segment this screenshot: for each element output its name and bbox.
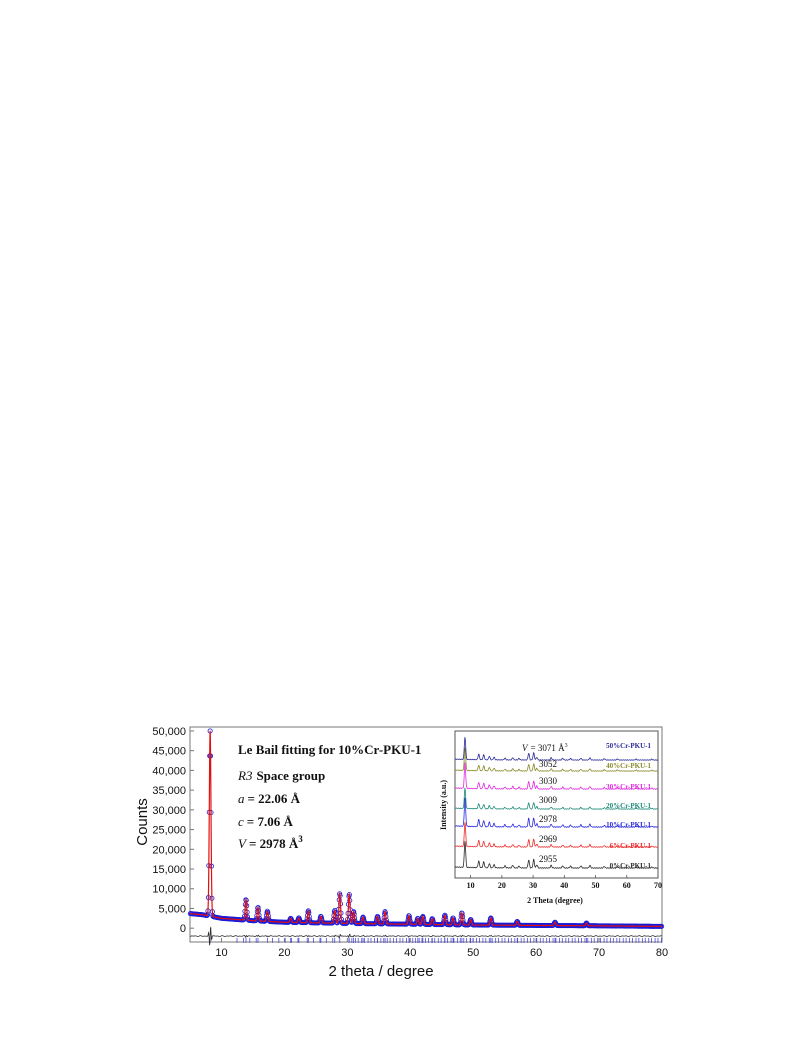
inset-series-name: 20%Cr-PKU-1 — [606, 802, 651, 810]
inset-series-name: 10%Cr-PKU-1 — [606, 821, 651, 829]
inset-pattern-40%Cr-PKU-1 — [454, 747, 659, 772]
inset-volume-label: 3009 — [539, 795, 558, 805]
main-x-tick-label: 10 — [215, 947, 227, 959]
main-y-tick-label: 0 — [180, 923, 186, 935]
annotation-title: Le Bail fitting for 10%Cr-PKU-1 — [238, 742, 421, 757]
main-y-tick-label: 45,000 — [152, 746, 186, 758]
inset-patterns — [454, 736, 659, 869]
main-y-tick-label: 15,000 — [152, 864, 186, 876]
inset-pattern-6%Cr-PKU-1 — [454, 821, 659, 848]
main-x-tick-label: 20 — [278, 947, 290, 959]
inset-series-labels: 0%Cr-PKU-1 2955 6%Cr-PKU-1 2969 10%Cr-PKU-1 2… — [522, 742, 651, 870]
main-y-tick-label: 5,000 — [158, 903, 186, 915]
c-parameter: c = 7.06 Å — [238, 814, 293, 829]
main-x-tick-label: 40 — [404, 947, 416, 959]
main-x-tick-label: 30 — [341, 947, 353, 959]
le-bail-chart: 0 5,000 10,000 15,000 20,000 25,000 30,000 35,0… — [134, 726, 668, 980]
inset-frame-background — [454, 730, 659, 879]
main-x-tick-label: 80 — [656, 947, 668, 959]
main-x-tick-label: 70 — [593, 947, 605, 959]
main-plot-frame — [189, 726, 663, 943]
inset-volume-label: 3052 — [539, 759, 557, 769]
inset-volume-label: 2955 — [539, 854, 558, 864]
main-y-tick-label: 40,000 — [152, 765, 186, 777]
main-x-tick-label: 60 — [530, 947, 542, 959]
main-x-axis-label: 2 theta / degree — [328, 963, 433, 980]
main-y-ticks: 0 5,000 10,000 15,000 20,000 25,000 30,000 35,0… — [152, 726, 194, 935]
inset-pattern-30%Cr-PKU-1 — [454, 761, 659, 790]
inset-volume-label: 2978 — [539, 814, 558, 824]
space-group-line: R3 Space group — [237, 768, 325, 783]
space-group-text: Space group — [256, 768, 325, 783]
inset-series-name: 50%Cr-PKU-1 — [606, 742, 651, 750]
inset-volume-label: V = 3071 Å3 — [522, 743, 568, 753]
inset-x-tick-label: 60 — [623, 881, 631, 890]
main-y-tick-label: 20,000 — [152, 844, 186, 856]
inset-volume-label: 2969 — [539, 834, 558, 844]
inset-series-name: 6%Cr-PKU-1 — [610, 842, 652, 850]
main-y-tick-label: 10,000 — [152, 884, 186, 896]
main-y-tick-label: 30,000 — [152, 805, 186, 817]
v-parameter: V = 2978 Å3 — [238, 834, 303, 851]
inset-pattern-20%Cr-PKU-1 — [454, 787, 659, 810]
main-x-tick-label: 50 — [467, 947, 479, 959]
inset-series-name: 0%Cr-PKU-1 — [610, 862, 652, 870]
difference-curve — [189, 926, 663, 946]
inset-x-axis-label: 2 Theta (degree) — [527, 896, 583, 905]
inset-pattern-10%Cr-PKU-1 — [454, 797, 659, 828]
a-parameter: a = 22.06 Å — [238, 791, 301, 806]
inset-pattern-50%Cr-PKU-1 — [454, 736, 659, 761]
inset-x-tick-label: 20 — [498, 881, 506, 890]
inset-pattern-0%Cr-PKU-1 — [454, 840, 659, 869]
space-group-symbol: R3 — [237, 768, 253, 783]
inset-x-tick-label: 10 — [467, 881, 475, 890]
main-y-tick-label: 25,000 — [152, 825, 186, 837]
inset-x-tick-label: 70 — [654, 881, 662, 890]
main-y-tick-label: 35,000 — [152, 785, 186, 797]
main-y-tick-label: 50,000 — [152, 726, 186, 738]
fit-annotation: Le Bail fitting for 10%Cr-PKU-1 R3 Space … — [237, 742, 421, 851]
inset-volume-label: 3030 — [539, 776, 558, 786]
inset-x-tick-label: 30 — [529, 881, 537, 890]
inset-x-tick-label: 40 — [560, 881, 568, 890]
inset-chart: 10 20 30 40 50 60 70 0%Cr-PKU-1 2955 6%Cr-PKU-1 2… — [439, 730, 662, 905]
calculated-profile — [189, 730, 662, 928]
main-x-ticks: 10 20 30 40 50 60 70 80 — [215, 938, 668, 959]
inset-x-ticks: 10 20 30 40 50 60 70 — [467, 875, 662, 890]
reflection-markers — [209, 937, 662, 943]
inset-y-axis-label: Intensity (a.u.) — [439, 780, 448, 830]
inset-series-name: 40%Cr-PKU-1 — [606, 762, 651, 770]
inset-series-name: 30%Cr-PKU-1 — [606, 783, 651, 791]
main-y-axis-label: Counts — [134, 798, 151, 846]
inset-x-tick-label: 50 — [592, 881, 600, 890]
